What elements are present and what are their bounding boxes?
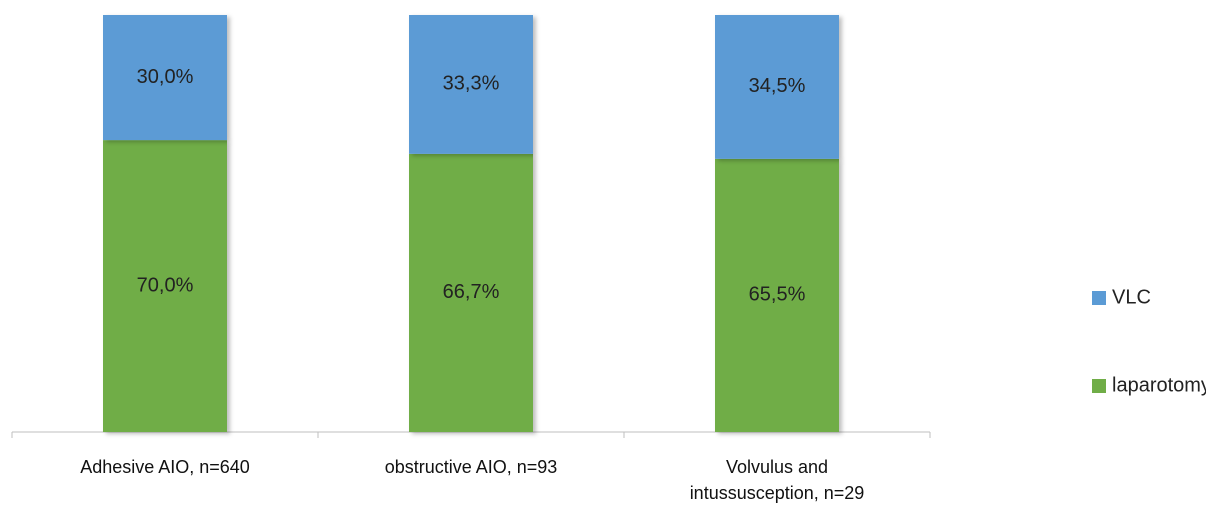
- legend-label: VLC: [1112, 286, 1151, 308]
- bar-segment: [409, 153, 533, 432]
- bar-segment: [715, 15, 839, 159]
- bar-segment: [409, 15, 533, 154]
- bar-segment: [715, 158, 839, 433]
- legend-swatch: [1092, 379, 1106, 393]
- data-label: 70,0%: [137, 274, 194, 296]
- bar-segment: [103, 140, 227, 432]
- data-label: 34,5%: [749, 75, 806, 97]
- data-label: 66,7%: [443, 281, 500, 303]
- x-tick-label: Adhesive AIO, n=640: [80, 457, 250, 477]
- bar-segment: [103, 15, 227, 141]
- data-label: 30,0%: [137, 66, 194, 88]
- legend-swatch: [1092, 291, 1106, 305]
- x-tick-label: obstructive AIO, n=93: [384, 457, 558, 477]
- data-label: 33,3%: [443, 73, 500, 95]
- data-label: 65,5%: [749, 284, 806, 306]
- x-tick-label: Volvulus and intussusception, n=29: [689, 457, 865, 503]
- legend-label: laparotomy: [1112, 374, 1206, 396]
